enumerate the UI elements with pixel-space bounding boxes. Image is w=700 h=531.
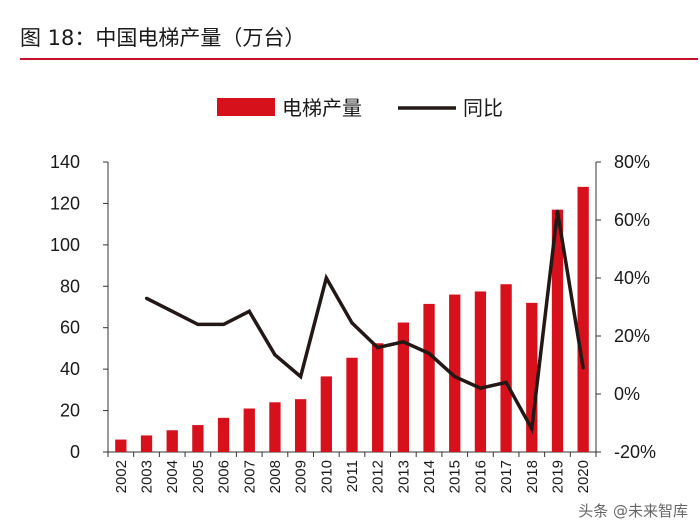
- watermark-text: 头条 @未来智库: [578, 502, 688, 520]
- yoy-point-2016: [478, 386, 483, 390]
- yoy-point-2008: [273, 353, 277, 357]
- bar-2006: [217, 417, 230, 452]
- yoy-point-2019: [555, 209, 560, 213]
- yoy-point-2005: [196, 322, 200, 326]
- x-tick-label: 2003: [139, 460, 156, 493]
- x-tick-label: 2006: [216, 460, 233, 493]
- bar-2002: [115, 439, 127, 452]
- y-right-tick-label: 20%: [614, 326, 650, 346]
- bar-2011: [346, 357, 358, 452]
- yoy-point-2010: [324, 276, 328, 280]
- yoy-point-2007: [247, 309, 251, 313]
- legend-label-bar: 电梯产量: [282, 96, 362, 120]
- bar-2017: [500, 284, 512, 452]
- watermark: 头条 @未来智库: [578, 500, 688, 521]
- x-tick-label: 2020: [575, 460, 592, 493]
- y-right-tick-label: 40%: [614, 268, 650, 288]
- bar-2020: [577, 186, 589, 452]
- x-tick-label: 2016: [472, 460, 489, 493]
- x-tick-label: 2008: [267, 460, 284, 493]
- legend-label-line: 同比: [463, 96, 503, 120]
- y-right-tick-label: 60%: [614, 210, 650, 230]
- x-tick-label: 2010: [318, 460, 335, 493]
- bar-2008: [269, 402, 281, 452]
- yoy-point-2020: [581, 366, 585, 370]
- bar-2003: [140, 435, 153, 452]
- yoy-point-2013: [401, 340, 405, 344]
- bar-2005: [192, 425, 204, 452]
- x-tick-label: 2011: [344, 460, 361, 492]
- yoy-point-2018: [530, 427, 534, 431]
- x-tick-label: 2004: [164, 460, 181, 493]
- yoy-point-2009: [299, 375, 303, 379]
- y-left-tick-label: 60: [60, 318, 80, 338]
- bar-2013: [397, 322, 410, 452]
- x-tick-label: 2017: [498, 460, 515, 493]
- bar-2004: [166, 430, 178, 452]
- yoy-point-2011: [350, 321, 354, 325]
- y-left-tick-label: 0: [70, 442, 80, 462]
- y-left-tick-label: 140: [50, 152, 80, 172]
- x-tick-label: 2019: [549, 460, 566, 493]
- x-tick-label: 2013: [395, 460, 412, 493]
- bar-2012: [372, 343, 384, 452]
- x-tick-label: 2018: [524, 460, 541, 493]
- yoy-point-2003: [144, 296, 149, 300]
- yoy-point-2012: [376, 346, 380, 350]
- bar-2016: [474, 291, 487, 452]
- y-right-tick-label: 0%: [614, 384, 640, 404]
- yoy-point-2006: [221, 322, 226, 326]
- chart-title: 图 18：中国电梯产量（万台）: [20, 26, 306, 50]
- y-left-tick-label: 120: [50, 193, 80, 213]
- bar-2009: [294, 399, 307, 452]
- legend-bar-swatch: [217, 98, 275, 116]
- x-tick-label: 2012: [370, 460, 387, 493]
- x-tick-label: 2007: [241, 460, 258, 493]
- y-left-tick-label: 20: [60, 401, 80, 421]
- x-tick-label: 2015: [447, 460, 464, 493]
- bar-2018: [526, 302, 538, 452]
- y-left-tick-label: 100: [50, 235, 80, 255]
- y-right-tick-label: 80%: [614, 152, 650, 172]
- bar-2007: [243, 408, 255, 452]
- yoy-point-2015: [453, 375, 457, 379]
- bar-2010: [320, 376, 332, 452]
- yoy-point-2014: [427, 351, 431, 355]
- bar-2014: [423, 303, 435, 452]
- y-right-tick-label: -20%: [614, 442, 656, 462]
- x-tick-label: 2002: [113, 460, 130, 493]
- yoy-point-2017: [504, 380, 508, 384]
- title-divider: [20, 58, 698, 60]
- x-tick-label: 2014: [421, 460, 438, 493]
- yoy-line: [145, 211, 585, 435]
- y-left-tick-label: 40: [60, 359, 80, 379]
- bar-2015: [449, 294, 461, 452]
- yoy-point-2004: [170, 309, 174, 313]
- x-tick-label: 2009: [293, 460, 310, 493]
- bar-2019: [551, 209, 564, 452]
- y-left-tick-label: 80: [60, 276, 80, 296]
- x-tick-label: 2005: [190, 460, 207, 493]
